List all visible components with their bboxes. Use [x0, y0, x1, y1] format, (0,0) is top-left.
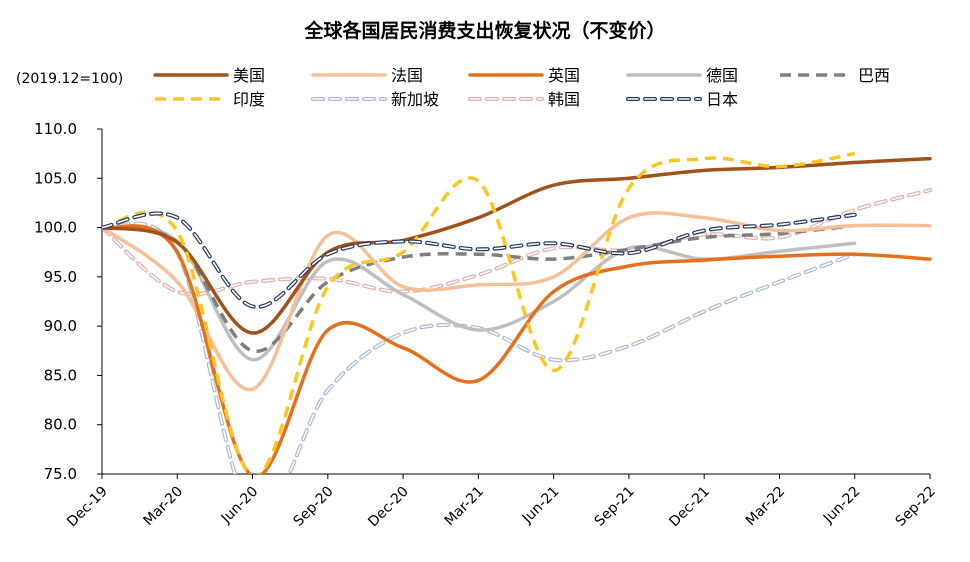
legend-item-韩国: 韩国 — [468, 90, 580, 109]
series-line — [102, 223, 855, 353]
series-line-inner — [102, 212, 856, 308]
legend-label: 德国 — [706, 66, 738, 85]
series-line-inner — [102, 222, 856, 474]
series-line — [102, 151, 856, 474]
legend-item-日本: 日本 — [626, 90, 738, 109]
y-tick-label: 80.0 — [44, 416, 77, 434]
x-tick-label: Mar-22 — [743, 484, 789, 530]
y-tick-label: 75.0 — [44, 465, 77, 483]
series-line — [102, 211, 932, 392]
legend-item-法国: 法国 — [311, 66, 423, 85]
x-tick-label: Dec-19 — [64, 484, 111, 531]
series-巴西 — [102, 223, 855, 353]
series-法国 — [102, 211, 932, 392]
x-tick-label: Dec-20 — [365, 484, 412, 531]
legend-item-英国: 英国 — [468, 66, 580, 85]
legend-item-新加坡: 新加坡 — [311, 90, 439, 109]
series-line — [102, 224, 932, 474]
axes: 75.0 80.0 85.0 90.0 95.0 100.0 105.0 110.0 Dec-1… — [34, 120, 939, 530]
y-tick-label: 100.0 — [34, 219, 77, 237]
legend-label: 法国 — [391, 66, 423, 85]
x-tick-label: Sep-20 — [290, 484, 336, 530]
legend-label: 新加坡 — [391, 90, 439, 109]
x-tick-label: Jun-20 — [218, 484, 262, 528]
y-tick-label: 90.0 — [44, 317, 77, 335]
x-tick-label: Mar-20 — [141, 484, 187, 530]
legend-label: 巴西 — [858, 66, 890, 85]
legend-label: 美国 — [233, 66, 265, 85]
legend-label: 英国 — [548, 66, 580, 85]
legend-item-德国: 德国 — [626, 66, 738, 85]
legend-item-巴西: 巴西 — [780, 66, 890, 85]
x-tick-label: Jun-21 — [519, 484, 563, 528]
legend-label: 日本 — [706, 90, 738, 109]
x-tick-label: Dec-21 — [666, 484, 713, 531]
x-tick-label: Jun-22 — [820, 484, 864, 528]
legend-label: 印度 — [233, 90, 265, 109]
legend-label: 韩国 — [548, 90, 580, 109]
x-tick-label: Mar-21 — [442, 484, 488, 530]
series-印度 — [102, 151, 856, 474]
y-tick-label: 95.0 — [44, 268, 77, 286]
series-新加坡 — [102, 221, 857, 474]
y-tick-label: 110.0 — [34, 120, 77, 138]
x-tick-label: Sep-22 — [893, 484, 939, 530]
unit-note: (2019.12=100) — [16, 71, 123, 87]
y-tick-label: 85.0 — [44, 366, 77, 384]
legend-item-印度: 印度 — [155, 90, 265, 109]
plot-area — [102, 151, 932, 474]
series-line-inner — [102, 189, 931, 296]
legend-item-美国: 美国 — [153, 66, 265, 85]
x-tick-label: Sep-21 — [592, 484, 638, 530]
chart-title: 全球各国居民消费支出恢复状况（不变价） — [303, 19, 665, 42]
series-日本 — [102, 211, 857, 309]
y-tick-label: 105.0 — [34, 169, 77, 187]
